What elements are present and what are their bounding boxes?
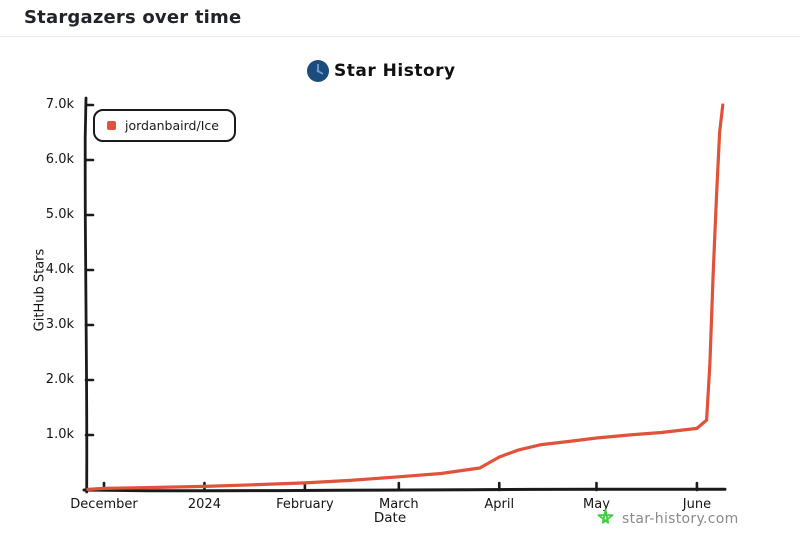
y-tick-label: 6.0k <box>45 152 74 167</box>
x-tick-label: February <box>276 497 334 512</box>
star-history-logo-icon <box>307 60 329 82</box>
x-tick-label: May <box>583 497 610 512</box>
x-tick-label: June <box>682 497 712 512</box>
legend-marker <box>107 121 116 130</box>
legend-item[interactable]: jordanbaird/Ice <box>93 109 236 142</box>
y-tick-label: 1.0k <box>45 427 74 442</box>
y-tick-label: 5.0k <box>45 207 74 222</box>
x-tick-label: March <box>379 497 419 512</box>
x-tick-label: April <box>484 497 515 512</box>
x-axis-title: Date <box>373 510 407 526</box>
y-tick-label: 2.0k <box>45 372 74 387</box>
attribution-link[interactable]: star-history.com <box>595 508 739 529</box>
chart-title: Star History <box>334 61 456 81</box>
tick-marks <box>84 103 699 492</box>
x-tick-label: December <box>70 497 138 512</box>
chart-brand: Star History <box>306 59 456 83</box>
y-tick-label: 4.0k <box>45 262 74 277</box>
axes <box>82 96 727 494</box>
legend-label: jordanbaird/Ice <box>125 118 219 133</box>
attribution-text: star-history.com <box>622 510 739 527</box>
series-line <box>86 103 725 491</box>
x-tick-label: 2024 <box>187 497 221 512</box>
page-header: Stargazers over time <box>0 0 800 37</box>
y-tick-label: 7.0k <box>45 97 74 112</box>
page-title: Stargazers over time <box>24 7 242 28</box>
star-icon <box>597 509 614 524</box>
y-tick-label: 3.0k <box>45 317 74 332</box>
